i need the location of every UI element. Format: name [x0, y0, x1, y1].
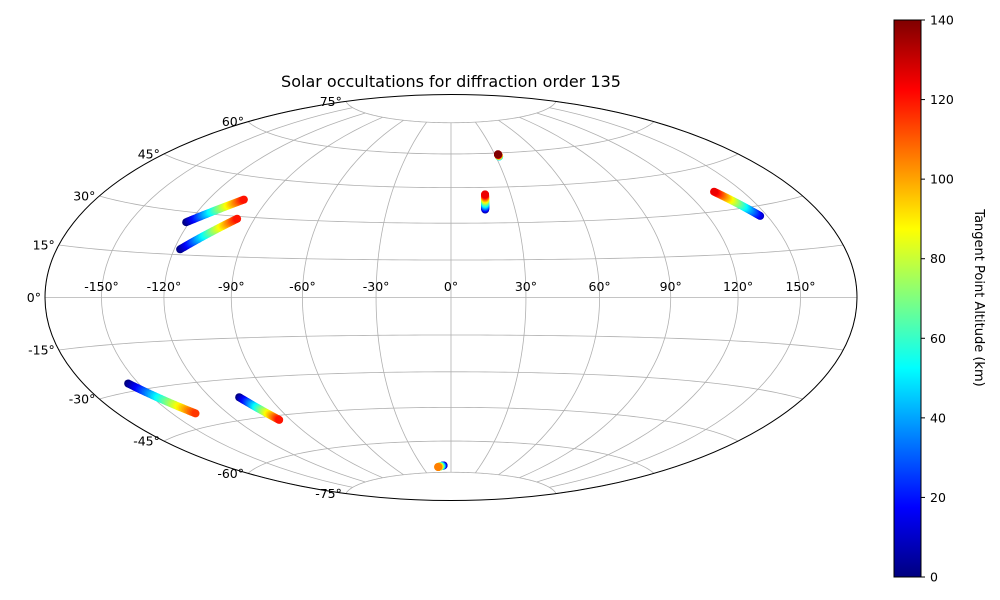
- colorbar-tick-label: 120: [930, 92, 954, 107]
- colorbar-tick-label: 40: [930, 410, 946, 425]
- occultation-point: [481, 190, 490, 199]
- longitude-tick-label: 30°: [515, 279, 537, 294]
- occultation-point: [191, 409, 200, 418]
- latitude-tick-label: 15°: [33, 238, 55, 253]
- latitude-tick-label: 30°: [73, 189, 95, 204]
- map-area: -150° -120° -90° -60° -30° 0° 30° 60° 90° 120° 150…: [27, 94, 858, 501]
- longitude-tick-label: 0°: [444, 279, 458, 294]
- parallel-gridline: [345, 101, 557, 124]
- colorbar-tick-label: 60: [930, 331, 946, 346]
- parallel-gridline: [99, 195, 803, 224]
- longitude-tick-label: -90°: [218, 279, 245, 294]
- latitude-tick-label: -15°: [28, 343, 55, 358]
- parallel-gridline: [345, 471, 557, 494]
- parallel-gridline: [58, 334, 844, 351]
- colorbar-label: Tangent Point Altitude (km): [971, 208, 986, 386]
- latitude-tick-label: 45°: [138, 147, 160, 162]
- grid-parallels: [45, 101, 857, 494]
- latitude-tick-label: 75°: [320, 94, 342, 109]
- latitude-tick-label: -30°: [69, 392, 96, 407]
- longitude-tick-label: 120°: [723, 279, 753, 294]
- parallel-gridline: [247, 121, 655, 155]
- colorbar-tick-label: 0: [930, 570, 938, 585]
- longitude-tick-label: -60°: [289, 279, 316, 294]
- latitude-tick-label: 60°: [222, 114, 244, 129]
- longitude-tick-label: -120°: [147, 279, 182, 294]
- occultation-point: [493, 150, 502, 159]
- occultation-point: [233, 214, 242, 223]
- occultation-point: [239, 195, 248, 204]
- parallel-gridline: [99, 371, 803, 400]
- longitude-tick-label: 60°: [589, 279, 611, 294]
- parallel-gridline: [163, 406, 739, 442]
- latitude-tick-label: -60°: [217, 466, 244, 481]
- parallel-gridline: [247, 440, 655, 474]
- map-boundary: [44, 94, 858, 501]
- occultation-point: [275, 415, 284, 424]
- parallel-gridline: [58, 244, 844, 261]
- colorbar-tick-label: 20: [930, 490, 946, 505]
- colorbar: 0 20 40 60 80 100 120 140 Tangent Point Altitud…: [893, 13, 986, 585]
- longitude-tick-labels: -150° -120° -90° -60° -30° 0° 30° 60° 90° 120° 150…: [84, 279, 815, 294]
- occultation-point: [710, 187, 719, 196]
- latitude-tick-label: 0°: [27, 290, 41, 305]
- colorbar-tick-label: 100: [930, 172, 954, 187]
- colorbar-tick-label: 140: [930, 13, 954, 28]
- chart-title: Solar occultations for diffraction order…: [281, 72, 621, 91]
- colorbar-tick-label: 80: [930, 251, 946, 266]
- colorbar-ticks: 0 20 40 60 80 100 120 140: [921, 13, 954, 585]
- latitude-tick-labels: -75° -60° -45° -30° -15° 0° 15° 30° 45° 60° 75°: [27, 94, 342, 501]
- longitude-tick-label: 150°: [785, 279, 815, 294]
- longitude-tick-label: 90°: [660, 279, 682, 294]
- occultation-tracks: [124, 150, 765, 471]
- longitude-tick-label: -30°: [363, 279, 390, 294]
- latitude-tick-label: -75°: [315, 486, 342, 501]
- parallel-gridline: [163, 153, 739, 189]
- occultation-point: [434, 462, 443, 471]
- longitude-tick-label: -150°: [84, 279, 119, 294]
- colorbar-gradient: [893, 19, 922, 578]
- latitude-tick-label: -45°: [133, 434, 160, 449]
